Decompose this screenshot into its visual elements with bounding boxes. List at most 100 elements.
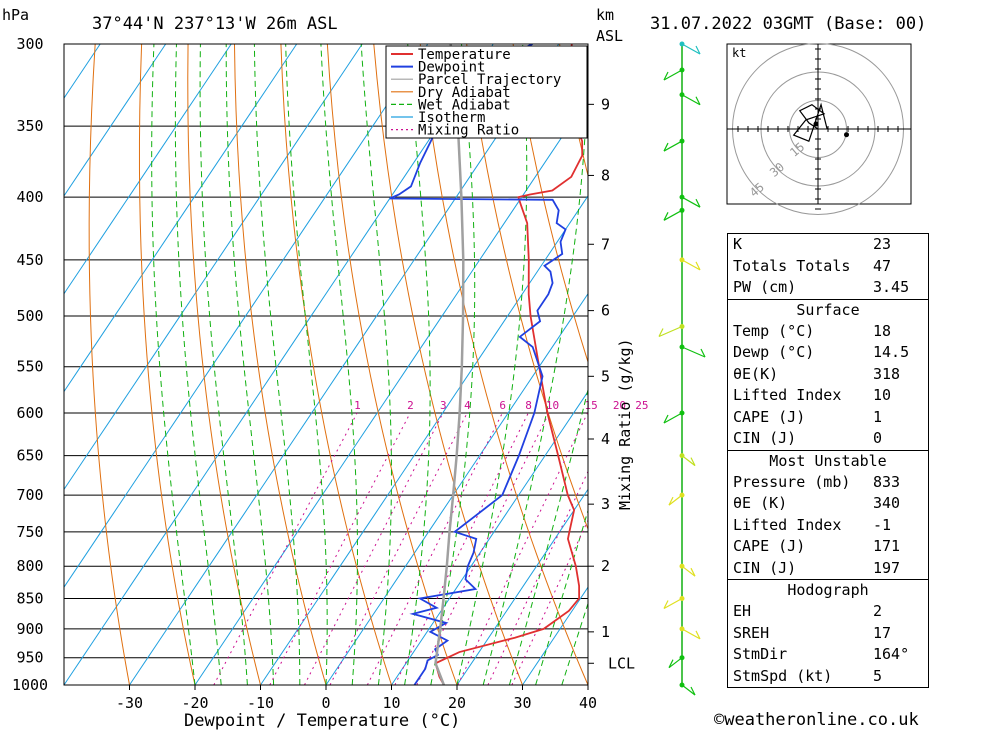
mixing-ratio-axis-label: Mixing Ratio (g/kg): [616, 338, 634, 510]
dry-adiabat-line: [88, 44, 130, 685]
height-tick-label: 4: [601, 430, 610, 448]
pressure-unit: hPa: [2, 6, 29, 24]
dry-adiabat-line: [233, 44, 327, 685]
surface-value: 10: [873, 386, 892, 404]
wind-barb-flag: [695, 198, 701, 208]
surface-row: Dewp (°C) 14.5: [728, 342, 928, 364]
x-tick-label: 40: [579, 694, 597, 712]
surface-label: CAPE (J): [733, 407, 806, 426]
wind-barb-flag: [695, 261, 701, 271]
index-value: 3.45: [873, 278, 910, 296]
surface-label: Dewp (°C): [733, 343, 815, 361]
hodograph-label: EH: [733, 602, 752, 620]
surface-value: 14.5: [873, 343, 910, 361]
surface-row: Lifted Index 10: [728, 385, 928, 407]
pressure-tick-label: 600: [16, 404, 43, 422]
hodograph-surface-point: [813, 121, 819, 127]
surface-value: 1: [873, 407, 883, 426]
most-unstable-label: CIN (J): [733, 558, 797, 577]
wet-adiabat-line: [253, 44, 301, 685]
isotherm-line: [456, 488, 588, 685]
x-tick-label: 10: [382, 694, 400, 712]
isotherm-line: [325, 292, 588, 685]
legend-label: Mixing Ratio: [418, 123, 519, 139]
surface-label: Lifted Index: [733, 386, 842, 404]
surface-row: CAPE (J) 1: [728, 407, 928, 429]
temperature-line: [434, 44, 584, 685]
wind-barb-flag: [690, 686, 696, 696]
index-value: 23: [873, 235, 892, 253]
mixing-ratio-label: 25: [635, 399, 648, 412]
height-unit: km: [596, 6, 614, 24]
isotherm-line: [64, 44, 101, 99]
pressure-tick-label: 500: [16, 307, 43, 325]
wind-barb-flag: [658, 328, 664, 337]
surface-value: 0: [873, 429, 883, 447]
height-tick-label: 5: [601, 367, 610, 385]
mixing-ratio-line: [394, 412, 529, 685]
hodograph-value: 164°: [873, 645, 910, 663]
legend-label: Isotherm: [418, 110, 485, 126]
dry-adiabat-line: [187, 44, 261, 685]
hodograph-title: Hodograph: [787, 581, 869, 599]
surface-title: Surface: [796, 300, 860, 319]
surface-label: θE(K): [733, 364, 779, 383]
height-tick-label: 1: [601, 623, 610, 641]
mixing-ratio-label: 1: [354, 399, 361, 412]
isotherm-line: [64, 44, 232, 295]
height-tick-label: 3: [601, 495, 610, 513]
wet-adiabat-line: [199, 44, 248, 685]
x-tick-label: 0: [321, 694, 330, 712]
index-row: Totals Totals 47: [728, 256, 928, 278]
wind-barb-flag: [695, 96, 701, 106]
dry-adiabat-line: [931, 44, 1000, 685]
wind-barb: [663, 140, 683, 152]
wind-barb-flag: [663, 414, 669, 424]
datetime-title: 31.07.2022 03GMT (Base: 00): [650, 14, 926, 34]
pressure-tick-label: 700: [16, 486, 43, 504]
wind-barb-flag: [668, 496, 674, 506]
height-tick-label: 9: [601, 95, 610, 113]
legend-label: Parcel Trajectory: [418, 72, 561, 88]
surface-label: Temp (°C): [733, 321, 815, 340]
wet-adiabat-line: [360, 44, 392, 685]
surface-row: Temp (°C) 18: [728, 321, 928, 343]
wind-barb: [681, 94, 701, 106]
height-unit-sub: ASL: [596, 27, 623, 45]
most-unstable-value: 833: [873, 472, 901, 491]
wet-adiabat-line: [151, 44, 196, 685]
pressure-tick-label: 550: [16, 358, 43, 376]
index-label: K: [733, 235, 743, 253]
isotherm-line: [522, 586, 588, 685]
most-unstable-value: 171: [873, 537, 901, 555]
location-title: 37°44'N 237°13'W 26m ASL: [92, 14, 338, 34]
mixing-ratio-label: 3: [440, 399, 447, 412]
index-value: 47: [873, 256, 892, 275]
legend-label: Dry Adiabat: [418, 85, 511, 101]
isotherm-line: [129, 44, 560, 685]
index-label: PW (cm): [733, 278, 797, 296]
mixing-ratio-label: 15: [585, 399, 598, 412]
x-tick-label: -10: [247, 694, 274, 712]
wind-barb-flag: [695, 45, 701, 55]
height-tick-label: 7: [601, 235, 610, 253]
most-unstable-label: CAPE (J): [733, 537, 806, 555]
wind-barb-flag: [695, 630, 701, 640]
height-tick-label: 2: [601, 557, 610, 575]
wind-barb-flag: [663, 71, 669, 81]
legend-label: Dewpoint: [418, 60, 485, 76]
isotherm-line: [194, 97, 588, 685]
wet-adiabat-line: [482, 44, 588, 685]
wind-barb: [658, 325, 683, 338]
x-tick-label: -30: [116, 694, 143, 712]
dry-adiabat-line: [512, 44, 588, 364]
surface-label: CIN (J): [733, 429, 797, 447]
most-unstable-row: CAPE (J) 171: [728, 536, 928, 558]
dry-adiabat-line: [326, 44, 458, 685]
mixing-ratio-line: [329, 412, 468, 685]
mixing-ratio-label: 20: [613, 399, 626, 412]
storm-motion-point: [844, 132, 849, 138]
x-tick-label: 20: [448, 694, 466, 712]
index-row: PW (cm) 3.45: [728, 277, 928, 299]
